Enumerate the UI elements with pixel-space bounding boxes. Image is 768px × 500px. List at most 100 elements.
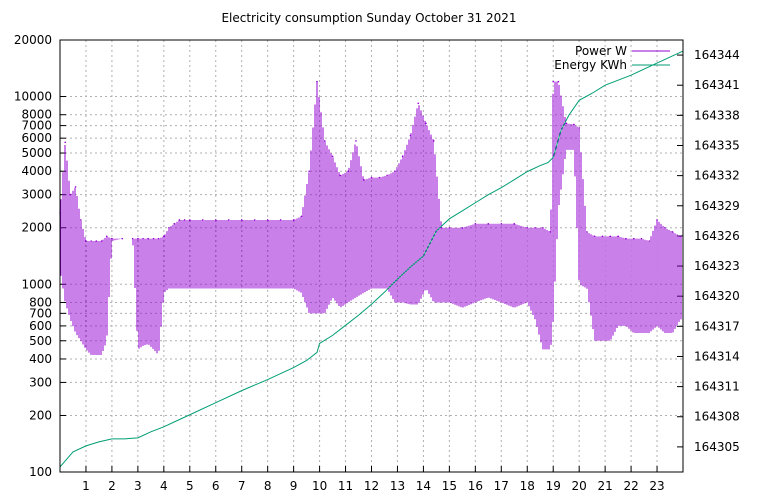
x-tick-label: 15 xyxy=(442,479,457,493)
y2-tick-label: 164329 xyxy=(694,199,740,213)
power-point xyxy=(557,80,560,83)
power-point xyxy=(578,127,580,129)
y-tick-label: 700 xyxy=(29,306,52,320)
plot-frame xyxy=(59,39,684,473)
power-point xyxy=(69,193,72,196)
y2-tick-label: 164338 xyxy=(694,108,740,122)
y2-tick-label: 164317 xyxy=(694,319,740,333)
power-point xyxy=(64,141,66,144)
power-point xyxy=(266,219,269,221)
power-point xyxy=(105,235,108,238)
legend-label-energy: Energy KWh xyxy=(554,58,627,72)
power-point xyxy=(227,219,230,221)
x-tick-label: 13 xyxy=(390,479,405,493)
x-tick-label: 17 xyxy=(494,479,509,493)
x-tick-label: 22 xyxy=(623,479,638,493)
power-point xyxy=(513,222,516,225)
power-point xyxy=(487,222,490,225)
power-point xyxy=(409,134,412,137)
power-point xyxy=(121,237,124,240)
y-tick-label: 100 xyxy=(29,465,52,479)
x-tick-label: 1 xyxy=(82,479,90,493)
power-point xyxy=(323,140,326,142)
power-point xyxy=(671,231,674,233)
power-point xyxy=(339,174,342,177)
power-point xyxy=(90,240,92,242)
power-point xyxy=(534,226,536,229)
power-point xyxy=(394,170,396,173)
power-point xyxy=(609,235,612,238)
y-tick-label: 5000 xyxy=(21,146,52,160)
y-tick-label: 400 xyxy=(29,352,52,366)
power-point xyxy=(586,231,588,233)
y-tick-label: 2000 xyxy=(21,221,52,235)
x-tick-label: 4 xyxy=(160,479,168,493)
y-tick-label: 6000 xyxy=(21,131,52,145)
x-tick-label: 23 xyxy=(649,479,664,493)
x-tick-label: 5 xyxy=(186,479,194,493)
y2-tick-label: 164305 xyxy=(694,440,740,454)
power-point xyxy=(461,226,464,229)
power-point xyxy=(617,235,619,238)
x-tick-label: 14 xyxy=(416,479,431,493)
power-point xyxy=(401,155,404,158)
power-point xyxy=(178,219,181,221)
y-tick-label: 7000 xyxy=(21,119,52,133)
x-tick-label: 9 xyxy=(290,479,298,493)
power-point xyxy=(552,80,555,83)
power-point xyxy=(152,237,155,240)
y2-tick-label: 164326 xyxy=(694,229,740,243)
y2-axis-ticks: 164305 164308 164311 164314 164317 164320 1643… xyxy=(677,48,740,454)
x-axis-ticks: 1 2 3 4 5 6 7 8 9 10 11 12 13 14 15 16 17 18 19 20 21 22 23 xyxy=(82,466,665,493)
series-energy-line xyxy=(59,50,684,468)
power-point xyxy=(664,226,666,229)
power-point xyxy=(300,215,303,218)
power-point xyxy=(142,237,144,240)
power-point xyxy=(601,235,604,238)
y-tick-label: 1000 xyxy=(21,277,52,291)
y2-tick-label: 164344 xyxy=(694,48,740,62)
power-point xyxy=(386,174,388,177)
power-point xyxy=(331,155,334,158)
power-point xyxy=(201,219,204,221)
power-point xyxy=(425,122,427,125)
x-tick-label: 12 xyxy=(364,479,379,493)
power-point xyxy=(347,170,349,173)
y2-tick-label: 164335 xyxy=(694,138,740,152)
y-tick-label: 600 xyxy=(29,319,52,333)
x-tick-label: 8 xyxy=(264,479,272,493)
power-point xyxy=(440,226,443,229)
power-point xyxy=(157,237,160,240)
legend: Power W Energy KWh xyxy=(554,44,670,72)
power-point xyxy=(131,237,134,240)
power-point xyxy=(95,240,98,242)
y-tick-label: 20000 xyxy=(14,33,52,47)
power-point xyxy=(593,235,596,238)
power-point xyxy=(173,222,176,225)
power-point xyxy=(526,226,529,229)
power-point xyxy=(316,80,318,83)
y-tick-label: 10000 xyxy=(14,90,52,104)
y2-tick-label: 164320 xyxy=(694,289,740,303)
x-tick-label: 3 xyxy=(134,479,142,493)
power-point xyxy=(640,237,643,240)
power-point xyxy=(253,219,256,221)
power-point xyxy=(573,123,575,126)
x-tick-label: 16 xyxy=(468,479,483,493)
power-point xyxy=(549,231,552,233)
x-tick-label: 10 xyxy=(312,479,327,493)
chart-title: Electricity consumption Sunday October 3… xyxy=(221,11,516,25)
y2-tick-label: 164323 xyxy=(694,259,740,273)
x-tick-label: 6 xyxy=(212,479,220,493)
power-point xyxy=(163,235,165,238)
power-point xyxy=(417,102,420,105)
power-point xyxy=(279,219,282,221)
y-tick-label: 3000 xyxy=(21,188,52,202)
x-tick-label: 2 xyxy=(108,479,116,493)
power-point xyxy=(625,237,627,240)
x-tick-label: 18 xyxy=(520,479,535,493)
y2-tick-label: 164341 xyxy=(694,78,740,92)
legend-label-power: Power W xyxy=(575,44,627,58)
